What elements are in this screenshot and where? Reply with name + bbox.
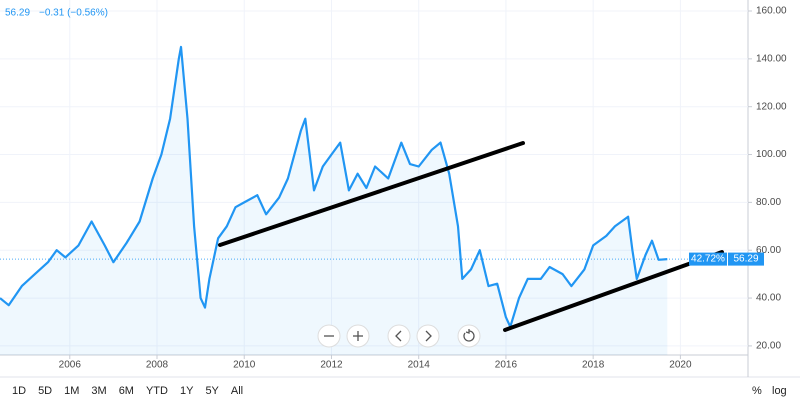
zoom-out-button[interactable]	[317, 324, 341, 348]
trend-line	[503, 250, 724, 332]
range-button[interactable]: 3M	[91, 385, 106, 397]
x-tick-label: 2020	[669, 360, 692, 371]
y-tick-label: 40.00	[756, 293, 781, 304]
zoom-in-button[interactable]	[346, 324, 370, 348]
range-button[interactable]: 1Y	[180, 385, 194, 397]
range-button[interactable]: 1M	[64, 385, 79, 397]
last-price-label: 56.29	[733, 254, 758, 265]
range-button[interactable]: 5Y	[205, 385, 219, 397]
x-tick-label: 2018	[582, 360, 605, 371]
range-button[interactable]: 5D	[38, 385, 52, 397]
reset-button[interactable]	[457, 324, 481, 348]
x-tick-label: 2014	[408, 360, 431, 371]
y-tick-label: 80.00	[756, 197, 781, 208]
area-fill	[0, 46, 668, 356]
range-button[interactable]: 6M	[119, 385, 134, 397]
percent-label: 42.72%	[691, 254, 725, 265]
percent-badge	[689, 252, 727, 266]
y-tick-label: 140.00	[756, 53, 787, 64]
range-button[interactable]: 1D	[12, 385, 26, 397]
x-tick-label: 2012	[320, 360, 343, 371]
scroll-right-button[interactable]	[416, 324, 440, 348]
price-line	[0, 45, 668, 328]
y-tick-label: 120.00	[756, 101, 787, 112]
header-price: 56.29	[5, 8, 30, 19]
price-badge	[728, 252, 764, 266]
y-tick-label: 100.00	[756, 149, 787, 160]
scale-option[interactable]: log	[772, 385, 787, 397]
y-tick-label: 60.00	[756, 245, 781, 256]
y-tick-label: 20.00	[756, 341, 781, 352]
scroll-left-button[interactable]	[387, 324, 411, 348]
header-change: −0.31 (−0.56%)	[39, 8, 108, 19]
scale-option[interactable]: %	[752, 385, 762, 397]
x-tick-label: 2008	[146, 360, 169, 371]
y-tick-label: 160.00	[756, 6, 787, 17]
x-tick-label: 2016	[495, 360, 518, 371]
x-tick-label: 2010	[233, 360, 256, 371]
trend-line	[218, 141, 525, 247]
range-button[interactable]: YTD	[146, 385, 168, 397]
x-tick-label: 2006	[59, 360, 82, 371]
range-button[interactable]: All	[231, 385, 243, 397]
